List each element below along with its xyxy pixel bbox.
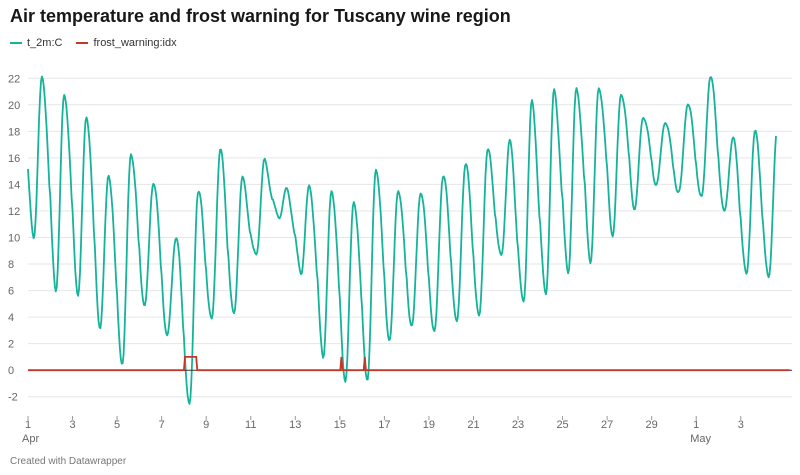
x-tick-label: 27 — [601, 419, 613, 431]
x-tick-label: 17 — [378, 419, 390, 431]
y-tick-label: 16 — [8, 153, 20, 165]
series-line-frost-warning — [28, 356, 790, 372]
y-tick-label: 18 — [8, 126, 20, 138]
y-tick-label: 22 — [8, 73, 20, 85]
legend-swatch-temperature — [10, 42, 22, 44]
y-tick-label: 2 — [8, 339, 14, 351]
x-tick-label: 5 — [114, 419, 120, 431]
y-tick-label: 4 — [8, 312, 14, 324]
legend: t_2m:C frost_warning:idx — [10, 37, 177, 49]
x-tick-label: 11 — [245, 419, 256, 431]
series-line-temperature — [27, 75, 777, 405]
x-tick-label: 3 — [69, 419, 75, 431]
x-tick-label: 7 — [159, 419, 165, 431]
legend-label-temperature: t_2m:C — [27, 37, 63, 49]
x-tick-label: 3 — [738, 419, 744, 431]
y-tick-label: 14 — [8, 179, 20, 191]
y-tick-label: 10 — [8, 233, 20, 245]
y-tick-label: 6 — [8, 286, 14, 298]
y-tick-label: 12 — [8, 206, 20, 218]
x-tick-label: 1 — [693, 419, 699, 431]
legend-item-temperature: t_2m:C — [10, 37, 62, 49]
y-tick-label: -2 — [8, 392, 18, 404]
x-tick-sublabel: Apr — [22, 433, 39, 445]
credit-footer: Created with Datawrapper — [10, 456, 127, 467]
chart-title: Air temperature and frost warning for Tu… — [10, 6, 511, 26]
legend-item-frost-warning: frost_warning:idx — [76, 37, 177, 49]
x-tick-sublabel: May — [690, 433, 711, 445]
legend-swatch-frost-warning — [76, 42, 89, 44]
x-tick-label: 29 — [646, 419, 658, 431]
y-tick-label: 8 — [8, 259, 14, 271]
x-tick-label: 9 — [203, 419, 209, 431]
x-tick-label: 15 — [334, 419, 346, 431]
y-tick-label: 0 — [8, 365, 14, 377]
x-tick-label: 1 — [25, 419, 31, 431]
x-tick-label: 19 — [423, 419, 435, 431]
x-tick-label: 23 — [512, 419, 524, 431]
legend-label-frost-warning: frost_warning:idx — [93, 37, 177, 49]
x-tick-label: 21 — [467, 419, 479, 431]
y-tick-label: 20 — [8, 100, 20, 112]
x-tick-label: 25 — [556, 419, 568, 431]
x-tick-label: 13 — [289, 419, 301, 431]
